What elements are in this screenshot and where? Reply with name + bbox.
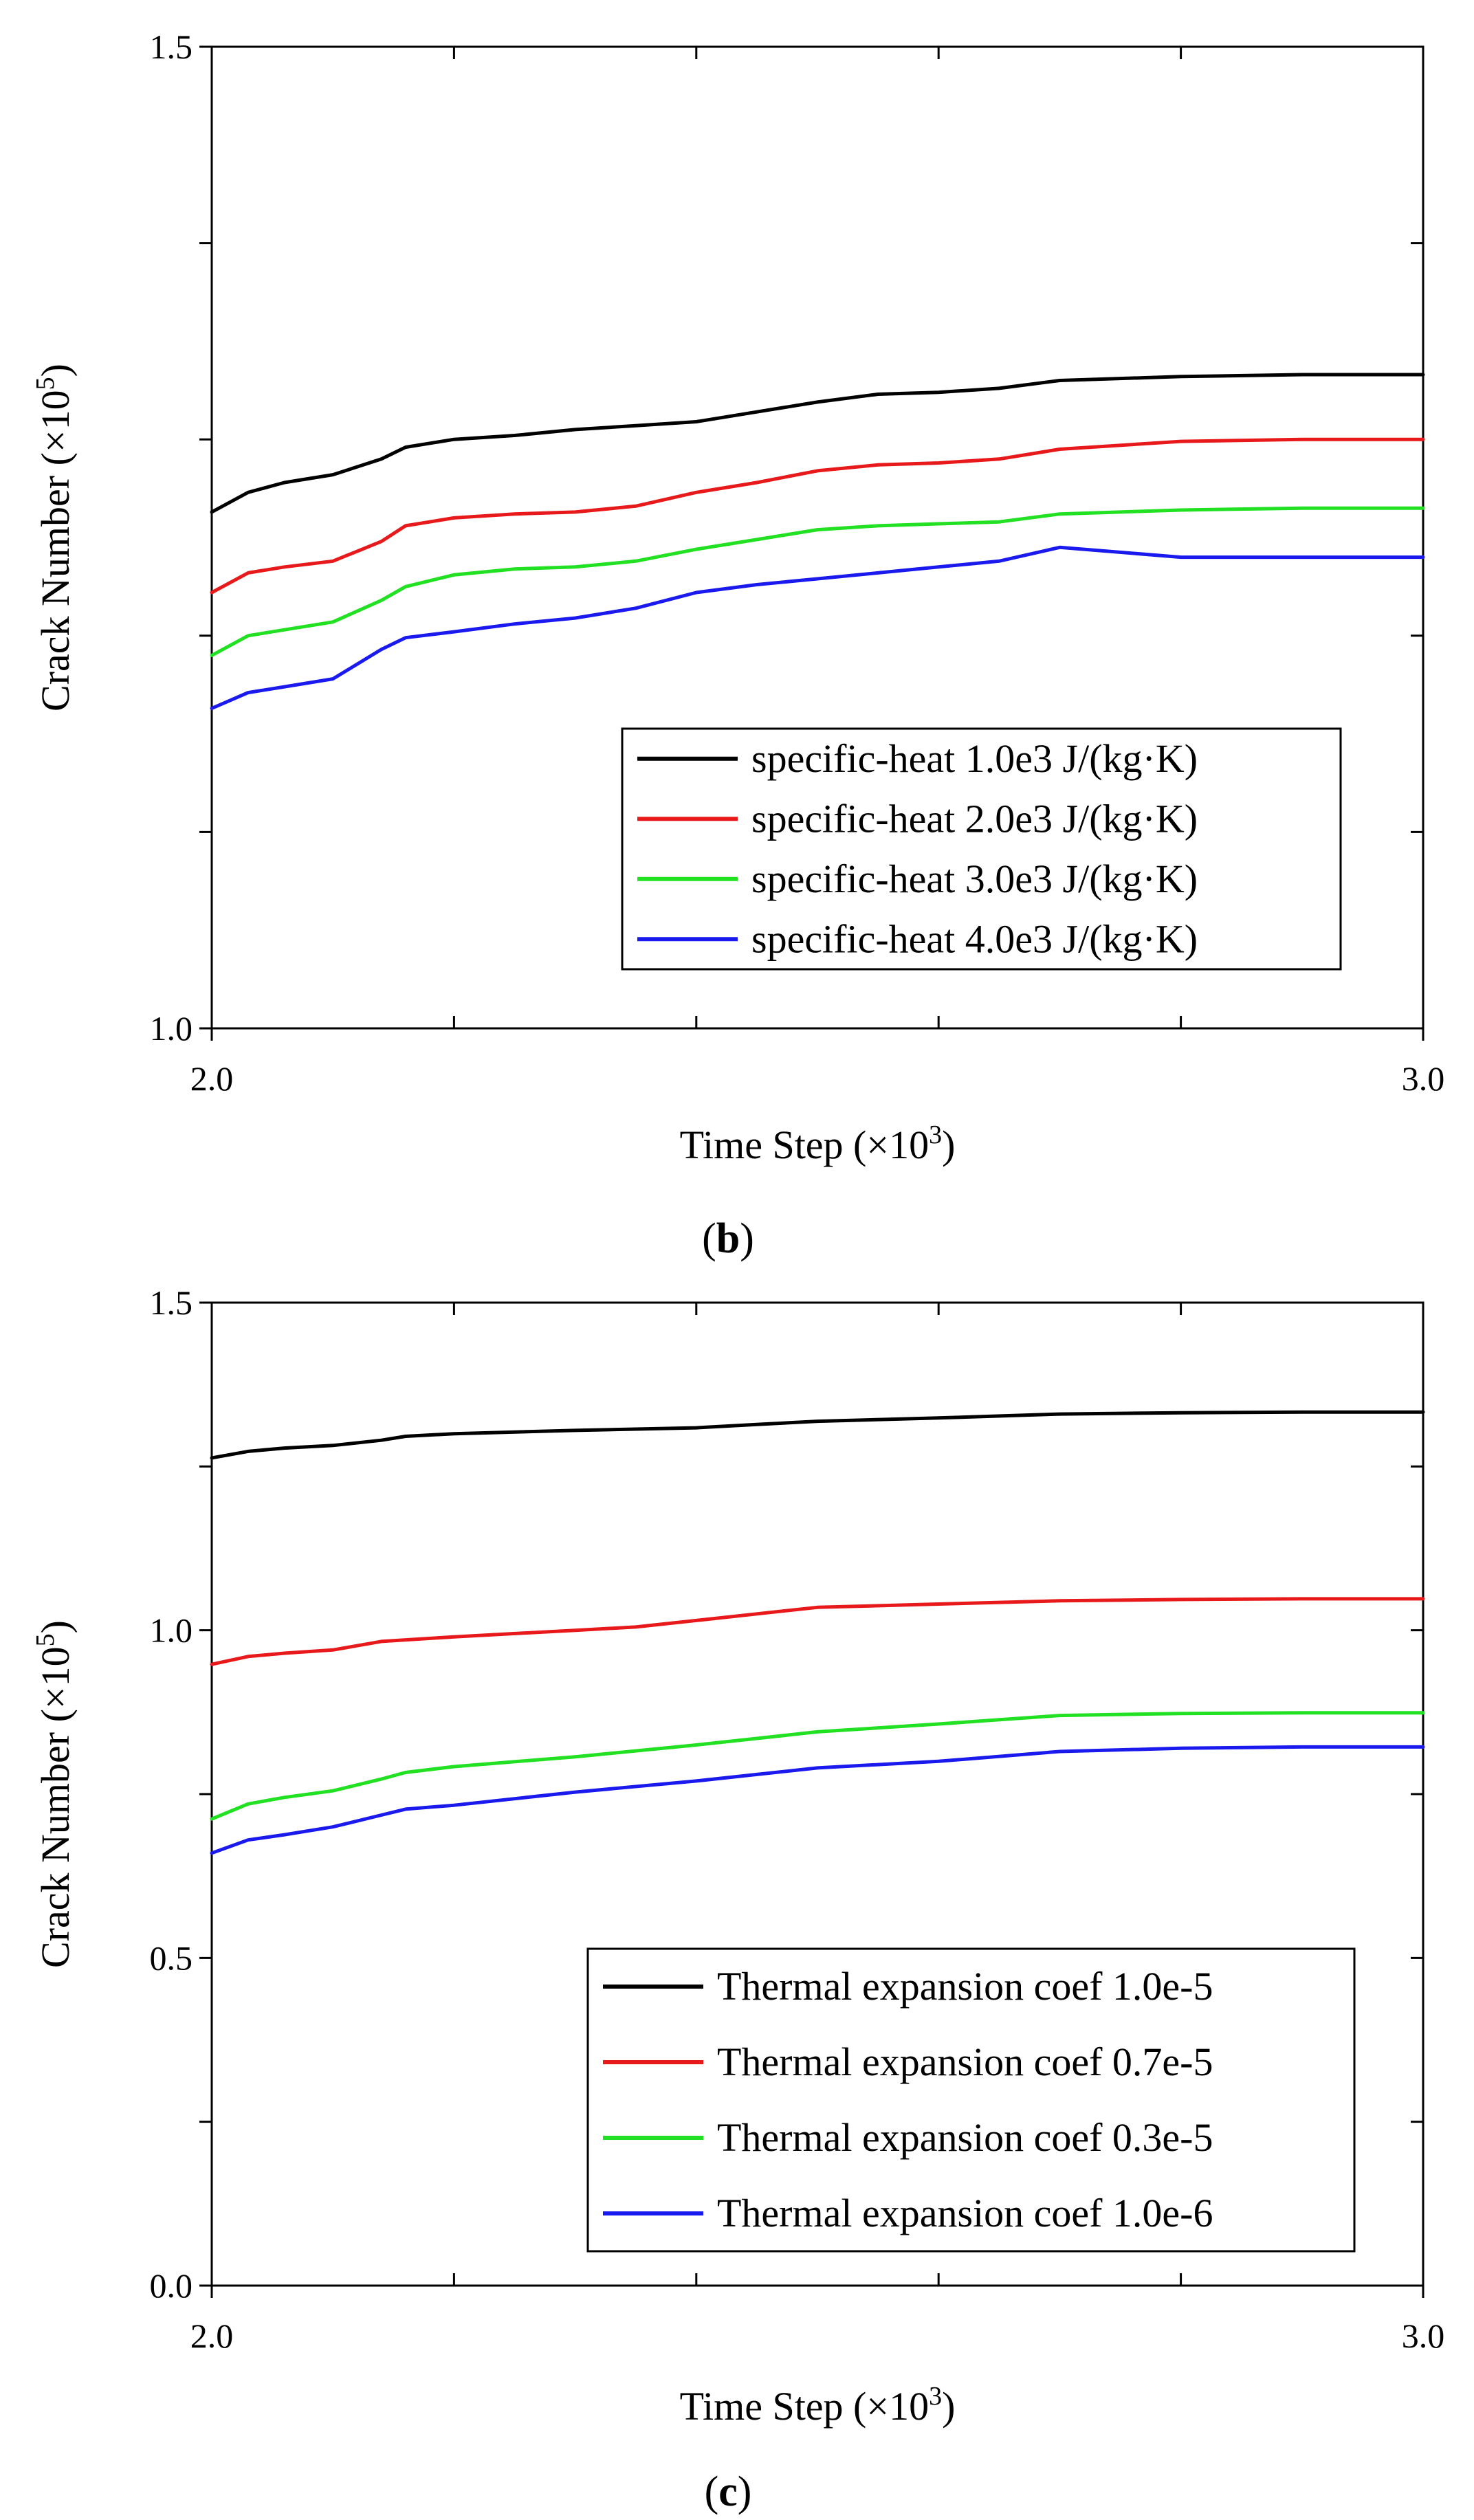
- series-line-1: [210, 373, 1425, 514]
- legend: Thermal expansion coef 1.0e-5 Thermal exp…: [586, 1947, 1356, 2253]
- x-tick-label: 3.0: [1402, 2317, 1445, 2355]
- series-line-4: [210, 545, 1425, 710]
- x-axis-title: Time Step (×103): [680, 1120, 956, 1167]
- legend-label-1: specific-heat 1.0e3 J/(kg·K): [751, 736, 1198, 781]
- series-line-4: [210, 1745, 1425, 1855]
- legend-label-2: Thermal expansion coef 0.7e-5: [717, 2040, 1213, 2084]
- x-tick-label: 2.0: [190, 2317, 234, 2355]
- series-line-3: [210, 506, 1425, 657]
- y-tick-label: 0.5: [150, 1938, 193, 1977]
- legend-label-2: specific-heat 2.0e3 J/(kg·K): [751, 796, 1198, 841]
- legend: specific-heat 1.0e3 J/(kg·K) specific-hea…: [621, 727, 1342, 971]
- y-axis-title: Crack Number (×105): [31, 1620, 78, 1968]
- x-axis-title: Time Step (×103): [680, 2382, 956, 2429]
- legend-label-4: specific-heat 4.0e3 J/(kg·K): [751, 916, 1198, 961]
- y-tick-label: 1.5: [150, 27, 193, 66]
- y-tick-label: 1.5: [150, 1283, 193, 1322]
- legend-label-4: Thermal expansion coef 1.0e-6: [717, 2191, 1213, 2235]
- panel-c: 0.0 0.5 1.0 1.5 2.0 3.0 Time Step (×103) Crack …: [31, 1283, 1444, 2515]
- series-line-3: [210, 1711, 1425, 1821]
- legend-label-1: Thermal expansion coef 1.0e-5: [717, 1964, 1213, 2009]
- legend-label-3: specific-heat 3.0e3 J/(kg·K): [751, 856, 1198, 901]
- x-tick-label: 3.0: [1402, 1059, 1445, 1098]
- legend-box: [621, 727, 1342, 971]
- plot-frame: [210, 45, 1424, 1030]
- x-tick-label: 2.0: [190, 1059, 234, 1098]
- series-line-1: [210, 1410, 1425, 1460]
- legend-box: [586, 1947, 1356, 2253]
- y-tick-label: 1.0: [150, 1009, 193, 1048]
- y-axis-title: Crack Number (×105): [31, 364, 78, 711]
- series-line-2: [210, 437, 1425, 595]
- panel-caption: (b): [702, 1215, 754, 1262]
- legend-label-3: Thermal expansion coef 0.3e-5: [717, 2115, 1213, 2160]
- y-tick-label: 1.0: [150, 1611, 193, 1650]
- series-line-2: [210, 1597, 1425, 1666]
- y-tick-label: 0.0: [150, 2266, 193, 2305]
- panel-caption: (c): [705, 2468, 752, 2515]
- panel-b: 1.0 1.5 2.0 3.0 Time Step (×103) Crack Number…: [31, 27, 1444, 1262]
